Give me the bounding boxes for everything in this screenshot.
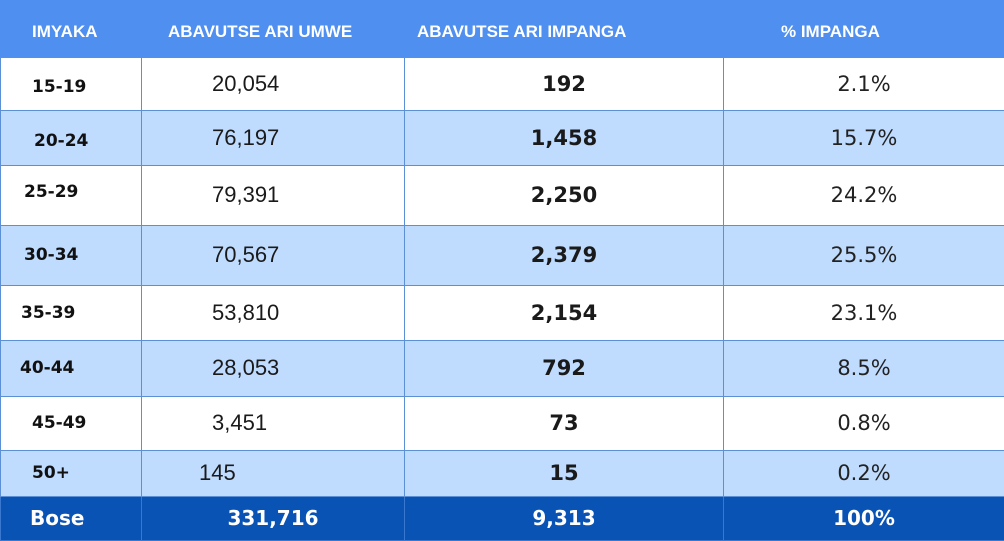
twin-percent-cell: 0.8% [724,396,1004,450]
single-births-cell: 70,567 [142,225,405,285]
single-births-cell: 53,810 [142,285,405,340]
age-cell: 20-24 [1,110,142,165]
age-cell: 30-34 [1,225,142,285]
twin-births-cell: 2,379 [405,225,724,285]
twin-births-cell: 15 [405,450,724,496]
table-row: 20-24 76,197 1,458 15.7% [1,110,1004,165]
single-births-cell: 79,391 [142,165,405,225]
twin-births-cell: 1,458 [405,110,724,165]
age-cell: 25-29 [1,165,142,225]
total-row: Bose 331,716 9,313 100% [1,496,1004,540]
header-single-births: ABAVUTSE ARI UMWE [142,0,405,57]
age-cell: 50+ [1,450,142,496]
twin-births-cell: 192 [405,57,724,110]
twin-percent-cell: 8.5% [724,340,1004,396]
header-age: IMYAKA [1,0,142,57]
table-row: 15-19 20,054 192 2.1% [1,57,1004,110]
twin-percent-cell: 15.7% [724,110,1004,165]
header-twin-percent: % IMPANGA [724,0,1004,57]
table-row: 50+ 145 15 0.2% [1,450,1004,496]
table-row: 45-49 3,451 73 0.8% [1,396,1004,450]
total-label: Bose [1,496,142,540]
twin-percent-cell: 0.2% [724,450,1004,496]
age-cell: 45-49 [1,396,142,450]
single-births-cell: 76,197 [142,110,405,165]
twin-births-cell: 73 [405,396,724,450]
age-cell: 35-39 [1,285,142,340]
table-row: 35-39 53,810 2,154 23.1% [1,285,1004,340]
age-cell: 40-44 [1,340,142,396]
table-row: 30-34 70,567 2,379 25.5% [1,225,1004,285]
twin-percent-cell: 25.5% [724,225,1004,285]
header-twin-births: ABAVUTSE ARI IMPANGA [405,0,724,57]
total-twin-percent: 100% [724,496,1004,540]
single-births-cell: 145 [142,450,405,496]
twin-births-cell: 2,154 [405,285,724,340]
header-row: IMYAKA ABAVUTSE ARI UMWE ABAVUTSE ARI IM… [1,0,1004,57]
twin-percent-cell: 2.1% [724,57,1004,110]
twin-percent-cell: 23.1% [724,285,1004,340]
twin-births-cell: 792 [405,340,724,396]
total-single-births: 331,716 [142,496,405,540]
single-births-cell: 3,451 [142,396,405,450]
table-row: 40-44 28,053 792 8.5% [1,340,1004,396]
single-births-cell: 28,053 [142,340,405,396]
single-births-cell: 20,054 [142,57,405,110]
twin-births-cell: 2,250 [405,165,724,225]
twin-percent-cell: 24.2% [724,165,1004,225]
table-row: 25-29 79,391 2,250 24.2% [1,165,1004,225]
age-cell: 15-19 [1,57,142,110]
total-twin-births: 9,313 [405,496,724,540]
